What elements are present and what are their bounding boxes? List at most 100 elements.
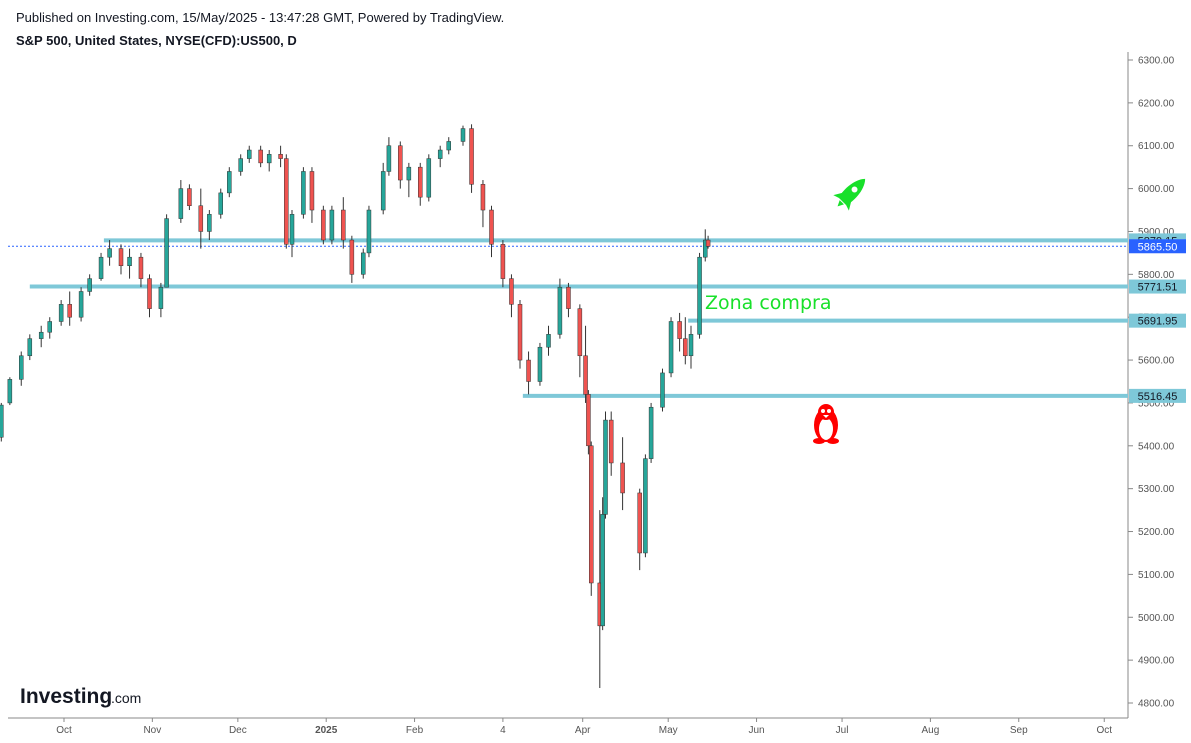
candle-body-down — [341, 209, 346, 241]
candle-body-up — [107, 248, 112, 258]
published-line: Published on Investing.com, 15/May/2025 … — [16, 10, 505, 25]
candle-body-down — [583, 355, 588, 395]
support-resistance-lines[interactable] — [8, 238, 1128, 398]
candle-body-up — [697, 256, 702, 335]
candle-body-up — [238, 158, 243, 172]
candlestick-series — [0, 124, 711, 688]
candle-body-down — [608, 419, 614, 464]
candle-body-up — [557, 286, 563, 335]
candle-body-down — [509, 278, 514, 305]
candle-body-down — [589, 445, 594, 584]
candle-body-down — [637, 492, 642, 554]
candle-body-up — [703, 239, 708, 258]
candle-body-up — [78, 291, 84, 318]
candle-body-down — [586, 394, 591, 447]
y-tick-label: 5200.00 — [1138, 527, 1175, 538]
candle-body-down — [309, 171, 315, 211]
y-tick-label: 6300.00 — [1138, 56, 1175, 67]
penguin-icon — [813, 404, 839, 444]
candle-body-up — [247, 149, 252, 159]
candle-body-down — [517, 304, 523, 361]
candle-body-up — [643, 458, 648, 554]
y-tick-label: 5300.00 — [1138, 484, 1175, 495]
candle-body-down — [418, 166, 423, 198]
candle-body-down — [138, 256, 144, 279]
logo-suffix: .com — [111, 690, 141, 706]
x-tick-label: Dec — [229, 725, 247, 736]
y-tick-label: 4800.00 — [1138, 699, 1175, 710]
candle-body-up — [600, 514, 605, 627]
candle-body-up — [537, 346, 543, 382]
candle-body-down — [620, 462, 625, 494]
x-tick-label: Nov — [143, 725, 161, 736]
last-price-label: 5865.50 — [1138, 241, 1178, 253]
candle-body-up — [380, 171, 386, 211]
x-tick-label: Apr — [575, 725, 591, 736]
candle-body-up — [603, 419, 608, 515]
candle-body-up — [158, 286, 164, 309]
candle-body-down — [677, 321, 682, 339]
y-tick-label: 6100.00 — [1138, 141, 1175, 152]
x-tick-label: Jun — [748, 725, 764, 736]
candle-body-up — [668, 321, 674, 374]
level-label-box — [1129, 388, 1186, 403]
rocket-icon — [833, 178, 866, 211]
candle-body-up — [361, 252, 366, 275]
x-tick-label: Aug — [922, 725, 940, 736]
symbol-title: S&P 500, United States, NYSE(CFD):US500,… — [16, 33, 297, 48]
candle-body-down — [349, 239, 355, 275]
candle-body-down — [705, 239, 711, 247]
candle-body-up — [660, 372, 665, 408]
y-tick-label: 5100.00 — [1138, 570, 1175, 581]
investing-logo: Investing .com — [20, 685, 141, 708]
x-tick-label: Oct — [1096, 725, 1112, 736]
candle-body-up — [366, 209, 372, 254]
candle-body-up — [546, 334, 551, 348]
level-price-label: 5771.51 — [1138, 282, 1178, 294]
candle-body-up — [98, 256, 104, 279]
candle-body-up — [329, 209, 335, 241]
candle-body-up — [426, 158, 432, 198]
candle-body-down — [67, 304, 72, 318]
candle-body-up — [460, 128, 466, 142]
candle-body-up — [406, 166, 412, 181]
x-tick-label: 4 — [500, 725, 506, 736]
level-label-box — [1129, 313, 1186, 328]
candle-body-up — [207, 214, 212, 232]
zona-compra-label: Zona compra — [705, 292, 831, 314]
candle-body-down — [187, 188, 192, 206]
candle-body-up — [58, 304, 64, 322]
candle-body-down — [469, 128, 474, 185]
candle-body-down — [284, 158, 289, 245]
candle-body-up — [688, 334, 694, 357]
candle-body-up — [87, 278, 92, 292]
candle-body-down — [489, 209, 494, 245]
candle-body-up — [446, 141, 451, 151]
candle-body-up — [0, 404, 4, 438]
y-tick-label: 5500.00 — [1138, 398, 1175, 409]
y-tick-label: 5800.00 — [1138, 270, 1175, 281]
candle-body-down — [683, 338, 688, 357]
y-tick-label: 5400.00 — [1138, 441, 1175, 452]
y-tick-label: 6000.00 — [1138, 184, 1175, 195]
y-tick-label: 5000.00 — [1138, 613, 1175, 624]
candle-body-up — [38, 331, 44, 339]
candle-body-up — [7, 379, 13, 404]
x-tick-label: Feb — [406, 725, 424, 736]
candle-body-down — [500, 244, 506, 279]
candle-body-up — [127, 256, 132, 267]
candle-body-down — [321, 209, 326, 241]
y-tick-label: 5600.00 — [1138, 356, 1175, 367]
candle-body-up — [437, 149, 443, 159]
candle-body-up — [266, 154, 272, 164]
x-tick-label: Sep — [1010, 725, 1028, 736]
candle-body-down — [147, 278, 152, 309]
candle-body-up — [227, 171, 232, 194]
candle-body-up — [27, 338, 33, 357]
candle-body-up — [164, 218, 169, 288]
level-price-label: 5691.95 — [1138, 316, 1178, 328]
candle-body-up — [218, 192, 223, 215]
level-label-box — [1129, 279, 1186, 294]
candle-body-up — [648, 406, 654, 459]
